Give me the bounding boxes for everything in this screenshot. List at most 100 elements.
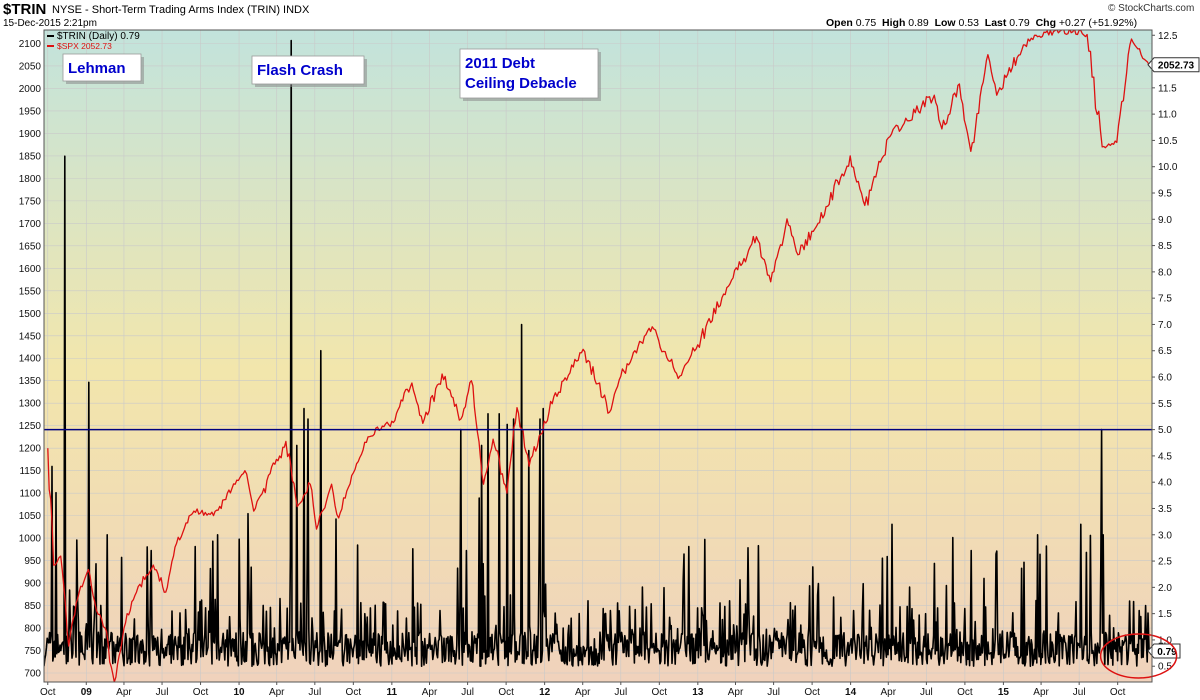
x-tick-label: Apr — [116, 687, 132, 698]
left-tick-label: 1850 — [19, 151, 42, 162]
left-tick-label: 850 — [24, 601, 41, 612]
trin-last-value: 0.79 — [1157, 647, 1177, 658]
x-tick-label: 14 — [845, 687, 857, 698]
left-axis: 700 750 800 850 900 950 1000 1050 1100 1150 1200 12… — [19, 39, 42, 680]
series-layer — [44, 30, 1152, 682]
right-tick-label: 3.0 — [1158, 530, 1172, 541]
x-tick-label: Jul — [767, 687, 780, 698]
x-tick-label: Apr — [1033, 687, 1049, 698]
left-tick-label: 1650 — [19, 241, 42, 252]
right-tick-label: 4.5 — [1158, 451, 1172, 462]
annotation-box: Flash Crash — [251, 55, 367, 87]
left-tick-label: 1950 — [19, 106, 42, 117]
plot-frame — [43, 29, 1153, 683]
left-tick-label: 1000 — [19, 534, 42, 545]
high-value: 0.89 — [908, 17, 929, 29]
x-tick-label: Oct — [193, 687, 209, 698]
left-tick-label: 700 — [24, 669, 41, 680]
spx-last-value: 2052.73 — [1158, 61, 1195, 72]
right-tick-label: 8.5 — [1158, 241, 1172, 252]
x-tick-label: Jul — [156, 687, 169, 698]
low-label: Low — [934, 17, 956, 29]
x-tick-label: Jul — [308, 687, 321, 698]
left-tick-label: 950 — [24, 556, 41, 567]
last-value-flags: 2052.73 0.79 — [1099, 57, 1200, 679]
left-tick-label: 1050 — [19, 511, 42, 522]
chart-symbol: $TRIN — [3, 1, 47, 18]
left-tick-label: 1800 — [19, 174, 42, 185]
x-tick-label: Jul — [1073, 687, 1086, 698]
trin-series-line — [44, 39, 1150, 667]
left-tick-label: 1300 — [19, 399, 42, 410]
x-tick-label: Jul — [920, 687, 933, 698]
right-tick-label: 4.0 — [1158, 478, 1172, 489]
x-tick-label: 13 — [692, 687, 704, 698]
right-tick-label: 6.5 — [1158, 346, 1172, 357]
right-tick-label: 0.5 — [1158, 662, 1172, 673]
right-tick-label: 11.0 — [1158, 110, 1177, 121]
left-tick-label: 800 — [24, 624, 41, 635]
right-tick-label: 5.5 — [1158, 399, 1172, 410]
left-tick-label: 1100 — [19, 489, 41, 500]
x-tick-label: 15 — [998, 687, 1010, 698]
x-tick-label: Apr — [728, 687, 744, 698]
x-tick-label: Oct — [652, 687, 668, 698]
quote-summary: Open 0.75 High 0.89 Low 0.53 Last 0.79 C… — [826, 17, 1137, 29]
right-tick-label: 3.5 — [1158, 504, 1172, 515]
left-tick-label: 2000 — [19, 84, 42, 95]
x-tick-label: Oct — [957, 687, 973, 698]
legend-entry: $TRIN (Daily) 0.79 — [57, 31, 140, 42]
legend: $TRIN (Daily) 0.79$SPX 2052.73 — [47, 31, 140, 51]
chart-date: 15-Dec-2015 2:21pm — [3, 18, 97, 29]
annotation-box: 2011 Debt Ceiling Debacle — [459, 48, 601, 101]
brand-watermark: © StockCharts.com — [1108, 3, 1195, 14]
high-label: High — [882, 17, 906, 29]
left-tick-label: 1250 — [19, 421, 42, 432]
spx-series-line — [47, 30, 1150, 682]
spx-last-flag — [1147, 57, 1200, 73]
x-tick-label: Apr — [575, 687, 591, 698]
left-tick-label: 1550 — [19, 286, 42, 297]
annotation-box: Lehman — [62, 53, 144, 84]
x-tick-label: Apr — [881, 687, 897, 698]
x-tick-label: Oct — [804, 687, 820, 698]
right-tick-label: 7.5 — [1158, 294, 1172, 305]
x-axis: Oct 09 Apr Jul Oct 10 Apr Jul Oct 11 Apr Jul Oct 12 Ap… — [40, 682, 1126, 698]
left-tick-label: 1150 — [19, 466, 41, 477]
left-tick-label: 1200 — [19, 444, 42, 455]
right-tick-label: 11.5 — [1158, 83, 1177, 94]
chg-label: Chg — [1035, 17, 1056, 29]
annotation-text: Lehman — [68, 60, 126, 77]
annotation-text: 2011 Debt Ceiling Debacle — [465, 55, 577, 92]
right-tick-label: 12.5 — [1158, 31, 1178, 42]
left-tick-label: 1700 — [19, 219, 42, 230]
left-tick-label: 750 — [24, 646, 41, 657]
right-tick-label: 10.0 — [1158, 162, 1178, 173]
x-tick-label: 09 — [81, 687, 93, 698]
x-tick-label: Oct — [1110, 687, 1126, 698]
last-value: 0.79 — [1009, 17, 1030, 29]
x-tick-label: Oct — [346, 687, 362, 698]
open-label: Open — [826, 17, 853, 29]
chart-description: NYSE - Short-Term Trading Arms Index (TR… — [52, 4, 310, 16]
right-tick-label: 7.0 — [1158, 320, 1172, 331]
annotations: Lehman Flash Crash 2011 Debt Ceiling Debacl… — [62, 48, 601, 101]
left-tick-label: 1400 — [19, 354, 42, 365]
left-tick-label: 1750 — [19, 196, 42, 207]
x-tick-label: Apr — [422, 687, 438, 698]
open-value: 0.75 — [855, 17, 877, 29]
plot-background — [44, 30, 1152, 682]
x-tick-label: 12 — [539, 687, 551, 698]
left-tick-label: 1500 — [19, 309, 42, 320]
x-tick-label: Oct — [40, 687, 56, 698]
right-tick-label: 2.0 — [1158, 583, 1172, 594]
right-tick-label: 8.0 — [1158, 267, 1172, 278]
x-tick-label: Apr — [269, 687, 285, 698]
x-tick-label: 10 — [233, 687, 245, 698]
right-tick-label: 5.0 — [1158, 425, 1172, 436]
left-tick-label: 2100 — [19, 39, 42, 50]
left-tick-label: 1600 — [19, 264, 42, 275]
right-tick-label: 10.5 — [1158, 136, 1178, 147]
